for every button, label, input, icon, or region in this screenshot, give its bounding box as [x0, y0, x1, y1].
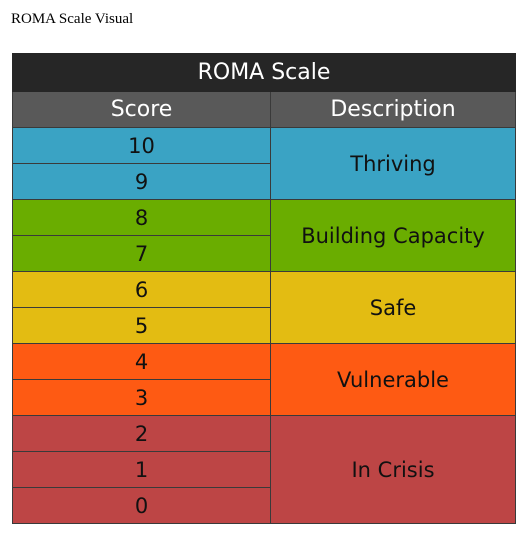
table-body: 10 Thriving 9 8 Building Capacity 7 6 Safe 5 4 Vul…: [12, 127, 517, 524]
table-row: 10 Thriving: [12, 127, 517, 200]
table-row: 8 Building Capacity: [12, 199, 517, 272]
score-cell: 5: [12, 307, 271, 344]
description-cell: Thriving: [269, 127, 517, 200]
score-cell: 1: [12, 451, 271, 488]
score-cell: 3: [12, 379, 271, 416]
description-cell: In Crisis: [269, 415, 517, 524]
score-cell: 10: [12, 127, 271, 164]
score-cell: 7: [12, 235, 271, 272]
roma-scale-table: ROMA Scale Score Description 10 Thriving 9…: [11, 53, 517, 524]
column-header-score: Score: [12, 91, 271, 128]
table-row: 3: [12, 379, 516, 416]
score-cell: 9: [12, 163, 271, 200]
table-row: 6 Safe: [12, 271, 517, 344]
description-cell: Building Capacity: [269, 199, 517, 272]
table-row: 0: [12, 487, 516, 524]
table-row: 1: [12, 451, 516, 488]
description-cell: Vulnerable: [269, 343, 517, 416]
score-cell: 6: [12, 271, 271, 308]
document-caption: ROMA Scale Visual: [11, 11, 134, 27]
table-row: 4 Vulnerable: [12, 343, 517, 416]
score-cell: 2: [12, 415, 271, 452]
column-header-description: Description: [269, 91, 517, 128]
score-cell: 0: [12, 487, 271, 524]
table-title-row: ROMA Scale: [11, 53, 517, 92]
description-cell: Safe: [269, 271, 517, 344]
table-header-row: Score Description: [12, 91, 517, 128]
score-cell: 8: [12, 199, 271, 236]
table-title: ROMA Scale: [11, 53, 517, 92]
table-row: 2 In Crisis: [12, 415, 517, 524]
table-row: 9: [12, 163, 516, 200]
score-cell: 4: [12, 343, 271, 380]
